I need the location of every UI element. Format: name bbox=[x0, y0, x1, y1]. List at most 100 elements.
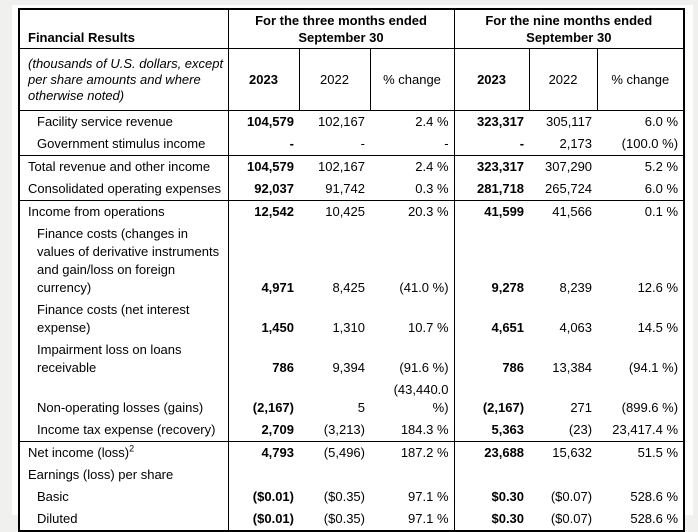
document-page: Financial Results For the three months e… bbox=[12, 5, 693, 532]
financial-results-table: Financial Results For the three months e… bbox=[18, 8, 686, 532]
nine-months-2023-value: 41,599 bbox=[454, 200, 530, 223]
nine-months-2023-value: 5,363 bbox=[491, 422, 525, 437]
nine-months-2022-value: ($0.07) bbox=[550, 489, 593, 504]
three-months-2023-value: 786 bbox=[272, 360, 294, 375]
table-header: Financial Results For the three months e… bbox=[19, 9, 685, 111]
nine-months-pct-change-value: (899.6 %) bbox=[621, 400, 679, 415]
nine-months-pct-change-value: 23,417.4 % bbox=[612, 422, 679, 437]
nine-months-pct-change-value bbox=[597, 464, 684, 486]
three-months-pct-change-value: 0.3 % bbox=[370, 178, 455, 201]
units-note: (thousands of U.S. dollars, except per s… bbox=[19, 48, 229, 111]
nine-months-2023-value bbox=[454, 464, 529, 486]
nine-months-pct-change-value: (94.1 %) bbox=[628, 360, 679, 375]
footnote-marker: 2 bbox=[129, 443, 135, 454]
nine-months-2022-value: 41,566 bbox=[529, 200, 598, 223]
row-label: Non-operating losses (gains) bbox=[19, 379, 229, 419]
three-months-pct-change-value: (41.0 %) bbox=[370, 223, 455, 299]
nine-months-2022-value: 271 bbox=[570, 400, 593, 415]
nine-months-2022-value: 13,384 bbox=[552, 360, 593, 375]
col-header-three-months-pct-change: % change bbox=[370, 48, 455, 111]
column-header-row: (thousands of U.S. dollars, except per s… bbox=[19, 48, 685, 111]
col-header-nine-months-2022: 2022 bbox=[529, 48, 598, 111]
group-header-nine-months: For the nine months ended September 30 bbox=[454, 9, 685, 49]
nine-months-2023-value: 23,688 bbox=[454, 441, 530, 464]
three-months-pct-change-value: (91.6 %) bbox=[370, 339, 455, 379]
nine-months-2022-value: ($0.07) bbox=[550, 511, 593, 526]
three-months-2023-value: 92,037 bbox=[254, 181, 294, 196]
three-months-2023-value: 104,579 bbox=[228, 155, 299, 178]
nine-months-2022-value bbox=[529, 464, 597, 486]
table-row: Facility service revenue 104,579 102,167 2.… bbox=[19, 110, 684, 133]
nine-months-pct-change-value: 51.5 % bbox=[597, 441, 685, 464]
nine-months-pct-change-value: (100.0 %) bbox=[621, 136, 679, 151]
table-row: Net income (loss)2 4,793 (5,496) 187.2 % 23,… bbox=[19, 441, 685, 464]
row-label: Government stimulus income bbox=[19, 133, 229, 156]
row-label: Basic bbox=[19, 486, 229, 508]
nine-months-2023-value: 9,278 bbox=[491, 280, 525, 295]
three-months-2022-value bbox=[299, 464, 370, 486]
three-months-2022-value: 102,167 bbox=[299, 155, 370, 178]
nine-months-pct-change-value: 528.6 % bbox=[630, 511, 679, 526]
nine-months-pct-change-value: 12.6 % bbox=[637, 280, 679, 295]
table-row: Consolidated operating expenses 92,037 91,… bbox=[19, 178, 684, 201]
three-months-pct-change-value: 97.1 % bbox=[370, 508, 455, 531]
three-months-pct-change-value bbox=[370, 464, 455, 486]
row-label: Impairment loss on loans receivable bbox=[19, 339, 229, 379]
table-row: Non-operating losses (gains) (2,167) 5 (43,… bbox=[19, 379, 684, 419]
three-months-pct-change-value: 2.4 % bbox=[370, 110, 455, 133]
three-months-pct-change-value: 2.4 % bbox=[370, 155, 455, 178]
nine-months-2022-value: 2,173 bbox=[559, 136, 593, 151]
three-months-2022-value: 10,425 bbox=[299, 200, 370, 223]
nine-months-2023-value: $0.30 bbox=[491, 489, 525, 504]
nine-months-2022-value: 4,063 bbox=[559, 320, 593, 335]
nine-months-2023-value: 323,317 bbox=[454, 155, 530, 178]
nine-months-2023-value: 281,718 bbox=[477, 181, 525, 196]
three-months-2022-value: 102,167 bbox=[318, 114, 365, 129]
table-row: Government stimulus income - - - -2,173 (100.… bbox=[19, 133, 684, 156]
three-months-2022-value: 1,310 bbox=[332, 320, 365, 335]
three-months-2023-value: 1,450 bbox=[261, 320, 294, 335]
three-months-2023-value: ($0.01) bbox=[252, 511, 294, 526]
nine-months-2023-value: 323,317 bbox=[477, 114, 525, 129]
three-months-pct-change-value: 10.7 % bbox=[370, 299, 455, 339]
nine-months-2023-value: 4,651 bbox=[491, 320, 525, 335]
table-row: Finance costs (net interest expense) 1,45… bbox=[19, 299, 684, 339]
nine-months-2022-value: 307,290 bbox=[529, 155, 598, 178]
row-label: Facility service revenue bbox=[19, 110, 229, 133]
three-months-2023-value: 4,971 bbox=[261, 280, 294, 295]
row-label: Finance costs (net interest expense) bbox=[19, 299, 229, 339]
three-months-2022-value: 91,742 bbox=[325, 181, 365, 196]
row-label: Finance costs (changes in values of deri… bbox=[19, 223, 229, 299]
group-header-row: Financial Results For the three months e… bbox=[19, 9, 685, 49]
col-header-three-months-2022: 2022 bbox=[299, 48, 371, 111]
table-row: Impairment loss on loans receivable 786 9,… bbox=[19, 339, 684, 379]
table-row: Earnings (loss) per share bbox=[19, 464, 684, 486]
three-months-2023-value: 4,793 bbox=[228, 441, 299, 464]
nine-months-pct-change-value: 0.1 % bbox=[597, 200, 685, 223]
table-row: Income from operations 12,542 10,425 20.3 %… bbox=[19, 200, 685, 223]
row-label: Total revenue and other income bbox=[19, 155, 229, 178]
three-months-2023-value: ($0.01) bbox=[252, 489, 294, 504]
three-months-2022-value: 8,425 bbox=[332, 280, 365, 295]
three-months-2023-value: 104,579 bbox=[247, 114, 294, 129]
nine-months-pct-change-value: 6.0 % bbox=[644, 181, 679, 196]
nine-months-pct-change-value: 5.2 % bbox=[597, 155, 685, 178]
three-months-pct-change-value: 97.1 % bbox=[370, 486, 455, 508]
nine-months-pct-change-value: 528.6 % bbox=[630, 489, 679, 504]
nine-months-2023-value: $0.30 bbox=[491, 511, 525, 526]
nine-months-2023-value: - bbox=[519, 136, 525, 151]
nine-months-2022-value: (23) bbox=[568, 422, 593, 437]
col-header-nine-months-pct-change: % change bbox=[597, 48, 685, 111]
three-months-2022-value: - bbox=[360, 136, 365, 151]
three-months-2023-value: 2,709 bbox=[261, 422, 294, 437]
nine-months-2023-value: 786 bbox=[502, 360, 525, 375]
three-months-2022-value: 5 bbox=[357, 400, 365, 415]
table-row: Total revenue and other income 104,579 102… bbox=[19, 155, 685, 178]
three-months-2023-value: (2,167) bbox=[252, 400, 294, 415]
nine-months-2022-value: 305,117 bbox=[546, 114, 593, 129]
nine-months-2022-value: 8,239 bbox=[559, 280, 593, 295]
table-row: Basic ($0.01) ($0.35) 97.1 % $0.30 ($0.07) 528… bbox=[19, 486, 684, 508]
three-months-pct-change-value: - bbox=[370, 133, 455, 156]
three-months-2022-value: (3,213) bbox=[323, 422, 365, 437]
three-months-2022-value: ($0.35) bbox=[323, 511, 365, 526]
